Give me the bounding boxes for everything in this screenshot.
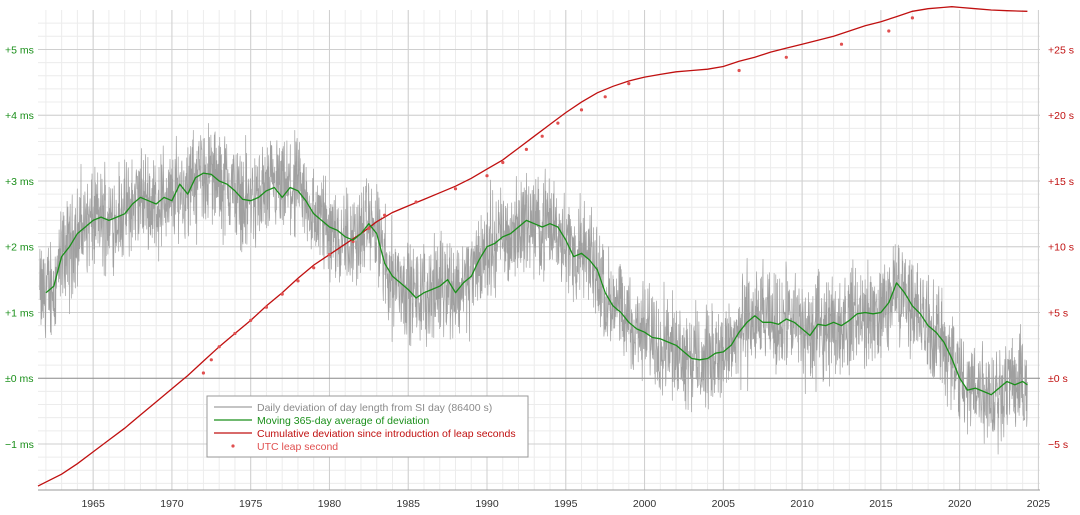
moving-average-series — [45, 172, 1028, 396]
legend-swatch-leap — [231, 444, 235, 448]
leap-second-marker — [351, 239, 355, 244]
x-tick-label: 1970 — [160, 498, 184, 510]
x-tick-label: 2020 — [948, 498, 972, 510]
legend-label-leap: UTC leap second — [257, 441, 338, 453]
legend-box — [206, 395, 529, 458]
y-left-tick-label: −1 ms — [5, 439, 34, 451]
leap-second-marker — [280, 292, 284, 296]
x-tick-label: 2025 — [1027, 498, 1051, 510]
leap-second-marker — [327, 253, 332, 257]
cumulative-deviation-line — [37, 6, 1028, 487]
leap-second-marker — [233, 331, 237, 336]
leap-second-marker — [556, 121, 560, 125]
y-right-axis-ticks: +25 s +20 s +15 s +10 s +5 s ±0 s −5 s — [1048, 44, 1074, 451]
leap-second-marker — [367, 226, 371, 230]
y-left-tick-label: +2 ms — [5, 242, 34, 254]
leap-second-marker — [383, 213, 387, 217]
leap-second-marker — [414, 200, 418, 204]
leap-second-marker — [887, 29, 891, 33]
x-tick-label: 2000 — [633, 498, 657, 510]
leap-second-marker — [249, 318, 253, 322]
legend: Daily deviation of day length from SI da… — [206, 395, 529, 458]
y-right-tick-label: +5 s — [1048, 307, 1068, 319]
leap-second-marker — [453, 187, 458, 191]
leap-second-marker — [209, 358, 213, 362]
leap-second-marker — [201, 371, 205, 375]
leap-second-marker — [540, 134, 544, 138]
y-right-tick-label: +10 s — [1048, 242, 1074, 254]
legend-label-average: Moving 365-day average of deviation — [257, 415, 429, 427]
x-tick-label: 1965 — [81, 498, 105, 510]
leap-second-marker — [296, 279, 300, 283]
cumulative-deviation-series — [37, 6, 1028, 487]
leap-second-marker — [627, 82, 631, 86]
y-right-tick-label: +15 s — [1048, 176, 1074, 188]
leap-second-marker — [312, 266, 316, 270]
legend-label-daily: Daily deviation of day length from SI da… — [257, 402, 492, 414]
x-tick-label: 2005 — [712, 498, 736, 510]
leap-second-marker — [737, 68, 741, 73]
legend-label-cumulative: Cumulative deviation since introduction … — [257, 428, 516, 440]
leap-second-marker — [579, 108, 584, 112]
leap-second-marker — [524, 147, 529, 151]
y-right-tick-label: +20 s — [1048, 110, 1074, 122]
x-tick-label: 1985 — [397, 498, 421, 510]
y-right-tick-label: ±0 s — [1048, 373, 1068, 385]
x-tick-label: 1995 — [554, 498, 578, 510]
y-right-tick-label: −5 s — [1048, 439, 1068, 451]
leap-second-markers — [201, 16, 915, 375]
x-tick-label: 2010 — [790, 498, 814, 510]
leap-second-marker — [910, 16, 915, 20]
daily-deviation-series — [39, 123, 1028, 455]
y-right-tick-label: +25 s — [1048, 44, 1074, 56]
x-tick-label: 1975 — [239, 498, 263, 510]
y-left-tick-label: +3 ms — [5, 176, 34, 188]
daily-deviation-line — [39, 123, 1028, 455]
x-tick-label: 1990 — [475, 498, 499, 510]
x-axis-ticks: 1965 1970 1975 1980 1985 1990 1995 2000 2005 2010… — [81, 498, 1050, 510]
leap-second-marker — [485, 174, 489, 178]
y-left-tick-label: +4 ms — [5, 110, 34, 122]
leap-second-marker — [784, 55, 788, 59]
leap-second-marker — [264, 305, 268, 309]
x-tick-label: 2015 — [869, 498, 893, 510]
y-left-tick-label: +5 ms — [5, 44, 34, 56]
y-left-tick-label: ±0 ms — [5, 373, 34, 385]
leap-second-marker — [603, 95, 607, 99]
leap-second-marker — [839, 42, 844, 46]
x-tick-label: 1980 — [318, 498, 342, 510]
moving-average-line — [45, 172, 1028, 396]
y-left-axis-ticks: +5 ms +4 ms +3 ms +2 ms +1 ms ±0 ms −1 ms — [5, 44, 34, 451]
leap-second-marker — [217, 345, 221, 349]
y-left-tick-label: +1 ms — [5, 307, 34, 319]
leap-second-marker — [501, 160, 505, 165]
